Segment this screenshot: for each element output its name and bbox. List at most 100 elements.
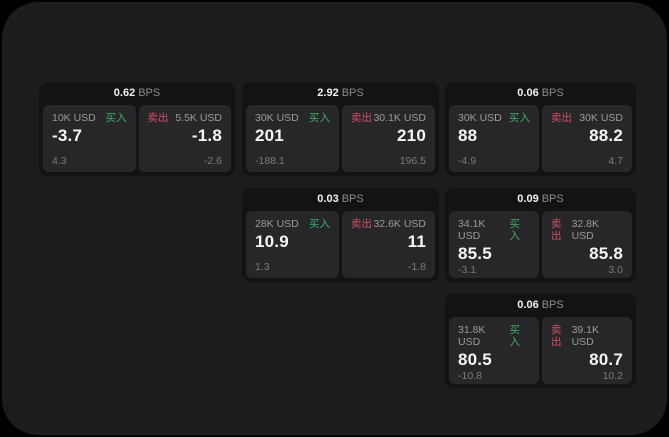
sell-price: 11	[407, 232, 426, 251]
buy-delta: -188.1	[255, 155, 285, 167]
sell-price: -1.8	[191, 126, 222, 145]
sell-label: 卖出	[551, 218, 562, 242]
buy-amount: 28K USD	[255, 218, 299, 230]
sell-label: 卖出	[551, 112, 572, 124]
buy-panel[interactable]: 30K USD 买入 201 -188.1	[246, 105, 339, 172]
spread-value: 0.06	[517, 87, 539, 99]
buy-label: 买入	[509, 324, 520, 348]
sell-panel[interactable]: 卖出 32.6K USD 11 -1.8	[342, 211, 435, 278]
sell-label: 卖出	[147, 112, 169, 124]
quote-panels: 28K USD 买入 10.9 1.3 卖出 32.6K USD 11 -1.8	[246, 211, 435, 278]
spread-header: 2.92 BPS	[246, 82, 435, 105]
buy-panel[interactable]: 10K USD 买入 -3.7 4.3	[43, 105, 136, 172]
buy-amount: 31.8K USD	[458, 324, 486, 348]
buy-price: 201	[255, 126, 284, 145]
buy-panel-top: 28K USD 买入	[255, 218, 330, 230]
buy-amount: 34.1K USD	[458, 218, 486, 242]
sell-price: 210	[397, 126, 426, 145]
spread-unit: BPS	[541, 299, 564, 311]
spread-header: 0.03 BPS	[246, 188, 435, 211]
sell-panel[interactable]: 卖出 39.1K USD 80.7 10.2	[542, 317, 632, 384]
buy-price: 80.5	[458, 350, 492, 369]
buy-panel-top: 34.1K USD 买入	[458, 218, 530, 242]
quote-panels: 30K USD 买入 201 -188.1 卖出 30.1K USD 210 1…	[246, 105, 435, 172]
quote-card-4: 0.03 BPS 28K USD 买入 10.9 1.3 卖出 32.6K USD…	[242, 188, 439, 282]
buy-panel-top: 31.8K USD 买入	[458, 324, 530, 348]
quote-card-3: 0.06 BPS 30K USD 买入 88 -4.9 卖出 30K USD 88…	[445, 82, 636, 176]
buy-delta: -3.1	[458, 264, 477, 276]
sell-panel-top: 卖出 5.5K USD	[148, 112, 223, 124]
buy-delta: 4.3	[52, 155, 67, 167]
spread-unit: BPS	[541, 87, 564, 99]
buy-panel[interactable]: 30K USD 买入 88 -4.9	[449, 105, 539, 172]
sell-panel-top: 卖出 32.6K USD	[351, 218, 426, 230]
sell-delta: 3.0	[608, 264, 623, 276]
sell-price: 80.7	[589, 350, 623, 369]
spread-value: 2.92	[317, 87, 339, 99]
sell-delta: 4.7	[608, 155, 623, 167]
quote-card-1: 0.62 BPS 10K USD 买入 -3.7 4.3 卖出 5.5K USD …	[39, 82, 235, 176]
sell-amount: 5.5K USD	[175, 112, 222, 124]
sell-panel-top: 卖出 39.1K USD	[551, 324, 623, 348]
buy-delta: -4.9	[458, 155, 477, 167]
sell-panel[interactable]: 卖出 32.8K USD 85.8 3.0	[542, 211, 632, 278]
buy-panel[interactable]: 28K USD 买入 10.9 1.3	[246, 211, 339, 278]
buy-label: 买入	[309, 218, 330, 230]
sell-label: 卖出	[351, 112, 372, 124]
quote-card-5: 0.09 BPS 34.1K USD 买入 85.5 -3.1 卖出 32.8K …	[445, 188, 636, 282]
spread-value: 0.62	[113, 87, 136, 99]
sell-amount: 30K USD	[579, 112, 623, 124]
spread-value: 0.06	[517, 299, 539, 311]
spread-header: 0.06 BPS	[449, 82, 632, 105]
sell-delta: 10.2	[602, 370, 623, 382]
sell-delta: -2.6	[203, 155, 222, 167]
buy-amount: 10K USD	[52, 112, 96, 124]
sell-panel-top: 卖出 30.1K USD	[351, 112, 426, 124]
sell-panel[interactable]: 卖出 30.1K USD 210 196.5	[342, 105, 435, 172]
buy-label: 买入	[309, 112, 330, 124]
quote-panels: 31.8K USD 买入 80.5 -10.8 卖出 39.1K USD 80.…	[449, 317, 632, 384]
buy-price: 10.9	[255, 232, 289, 251]
buy-amount: 30K USD	[255, 112, 299, 124]
buy-panel[interactable]: 34.1K USD 买入 85.5 -3.1	[449, 211, 539, 278]
sell-label: 卖出	[351, 218, 372, 230]
buy-delta: 1.3	[255, 261, 270, 273]
spread-header: 0.09 BPS	[449, 188, 632, 211]
buy-panel-top: 10K USD 买入	[52, 112, 127, 124]
buy-panel[interactable]: 31.8K USD 买入 80.5 -10.8	[449, 317, 539, 384]
buy-panel-top: 30K USD 买入	[458, 112, 530, 124]
spread-value: 0.09	[517, 193, 539, 205]
sell-panel-top: 卖出 30K USD	[551, 112, 623, 124]
quote-panels: 10K USD 买入 -3.7 4.3 卖出 5.5K USD -1.8 -2.…	[43, 105, 231, 172]
buy-label: 买入	[509, 112, 530, 124]
quote-panels: 34.1K USD 买入 85.5 -3.1 卖出 32.8K USD 85.8…	[449, 211, 632, 278]
sell-amount: 32.6K USD	[373, 218, 426, 230]
buy-price: 88	[458, 126, 478, 145]
buy-price: 85.5	[458, 244, 492, 263]
spread-unit: BPS	[341, 193, 364, 205]
sell-amount: 30.1K USD	[373, 112, 426, 124]
buy-label: 买入	[105, 112, 127, 124]
spread-unit: BPS	[541, 193, 564, 205]
quote-panels: 30K USD 买入 88 -4.9 卖出 30K USD 88.2 4.7	[449, 105, 632, 172]
quote-card-2: 2.92 BPS 30K USD 买入 201 -188.1 卖出 30.1K U…	[242, 82, 439, 176]
buy-delta: -10.8	[458, 370, 482, 382]
sell-amount: 32.8K USD	[571, 218, 600, 242]
buy-amount: 30K USD	[458, 112, 502, 124]
sell-label: 卖出	[551, 324, 562, 348]
buy-label: 买入	[509, 218, 520, 242]
spread-unit: BPS	[341, 87, 364, 99]
spread-value: 0.03	[317, 193, 339, 205]
sell-delta: 196.5	[399, 155, 426, 167]
sell-price: 88.2	[589, 126, 623, 145]
sell-panel[interactable]: 卖出 5.5K USD -1.8 -2.6	[138, 105, 231, 172]
spread-header: 0.06 BPS	[449, 294, 632, 317]
sell-delta: -1.8	[407, 261, 426, 273]
sell-panel[interactable]: 卖出 30K USD 88.2 4.7	[542, 105, 632, 172]
spread-unit: BPS	[138, 87, 161, 99]
sell-price: 85.8	[589, 244, 623, 263]
sell-amount: 39.1K USD	[571, 324, 600, 348]
sell-panel-top: 卖出 32.8K USD	[551, 218, 623, 242]
quote-card-6: 0.06 BPS 31.8K USD 买入 80.5 -10.8 卖出 39.1K…	[445, 294, 636, 388]
